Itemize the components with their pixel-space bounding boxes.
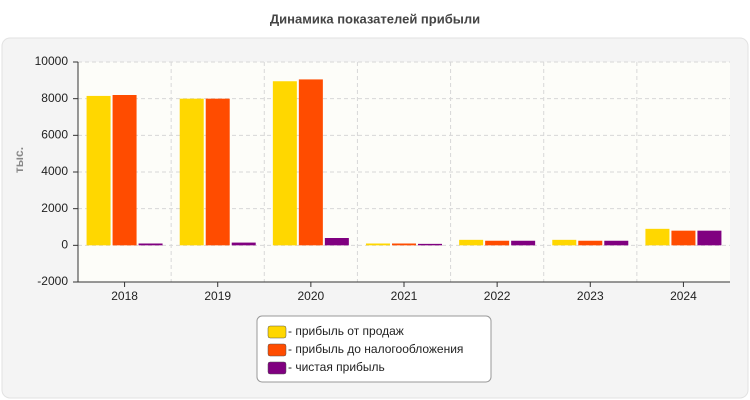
bar — [485, 240, 510, 246]
bar — [86, 95, 111, 246]
x-tick-label: 2019 — [204, 289, 231, 303]
legend-swatch — [267, 343, 287, 357]
y-tick-label: 10000 — [35, 54, 69, 68]
x-tick-label: 2024 — [670, 289, 697, 303]
bar — [179, 98, 204, 246]
bar — [366, 243, 390, 246]
y-tick-label: 2000 — [41, 201, 68, 215]
y-tick-label: 4000 — [41, 164, 68, 178]
bar — [459, 239, 484, 246]
x-tick-label: 2020 — [298, 289, 325, 303]
bar — [671, 230, 696, 246]
bar — [272, 81, 297, 246]
bar — [324, 238, 349, 246]
bar — [604, 240, 629, 246]
bar — [645, 228, 670, 246]
bar — [112, 95, 137, 246]
y-axis-label: тыс. — [12, 147, 26, 173]
bar — [231, 242, 256, 246]
y-tick-label: 8000 — [41, 91, 68, 105]
bar — [418, 243, 442, 246]
y-tick-label: -2000 — [37, 274, 68, 288]
bar — [392, 243, 416, 246]
bar — [205, 98, 230, 246]
legend-label: - чистая прибыль — [288, 360, 385, 374]
x-tick-label: 2021 — [391, 289, 418, 303]
legend-swatch — [267, 361, 287, 375]
legend-label: - прибыль до налогообложения — [288, 342, 463, 356]
bar — [578, 240, 603, 246]
bar — [138, 243, 163, 246]
legend-swatch — [267, 325, 287, 339]
x-tick-label: 2022 — [484, 289, 511, 303]
y-tick-label: 0 — [61, 238, 68, 252]
legend-label: - прибыль от продаж — [288, 324, 404, 338]
bar — [511, 240, 536, 246]
x-tick-label: 2023 — [577, 289, 604, 303]
y-tick-label: 6000 — [41, 128, 68, 142]
chart-title: Динамика показателей прибыли — [270, 11, 480, 26]
bar — [552, 239, 577, 246]
legend — [256, 315, 492, 383]
bar — [298, 79, 323, 246]
bar — [697, 230, 722, 246]
x-tick-label: 2018 — [111, 289, 138, 303]
